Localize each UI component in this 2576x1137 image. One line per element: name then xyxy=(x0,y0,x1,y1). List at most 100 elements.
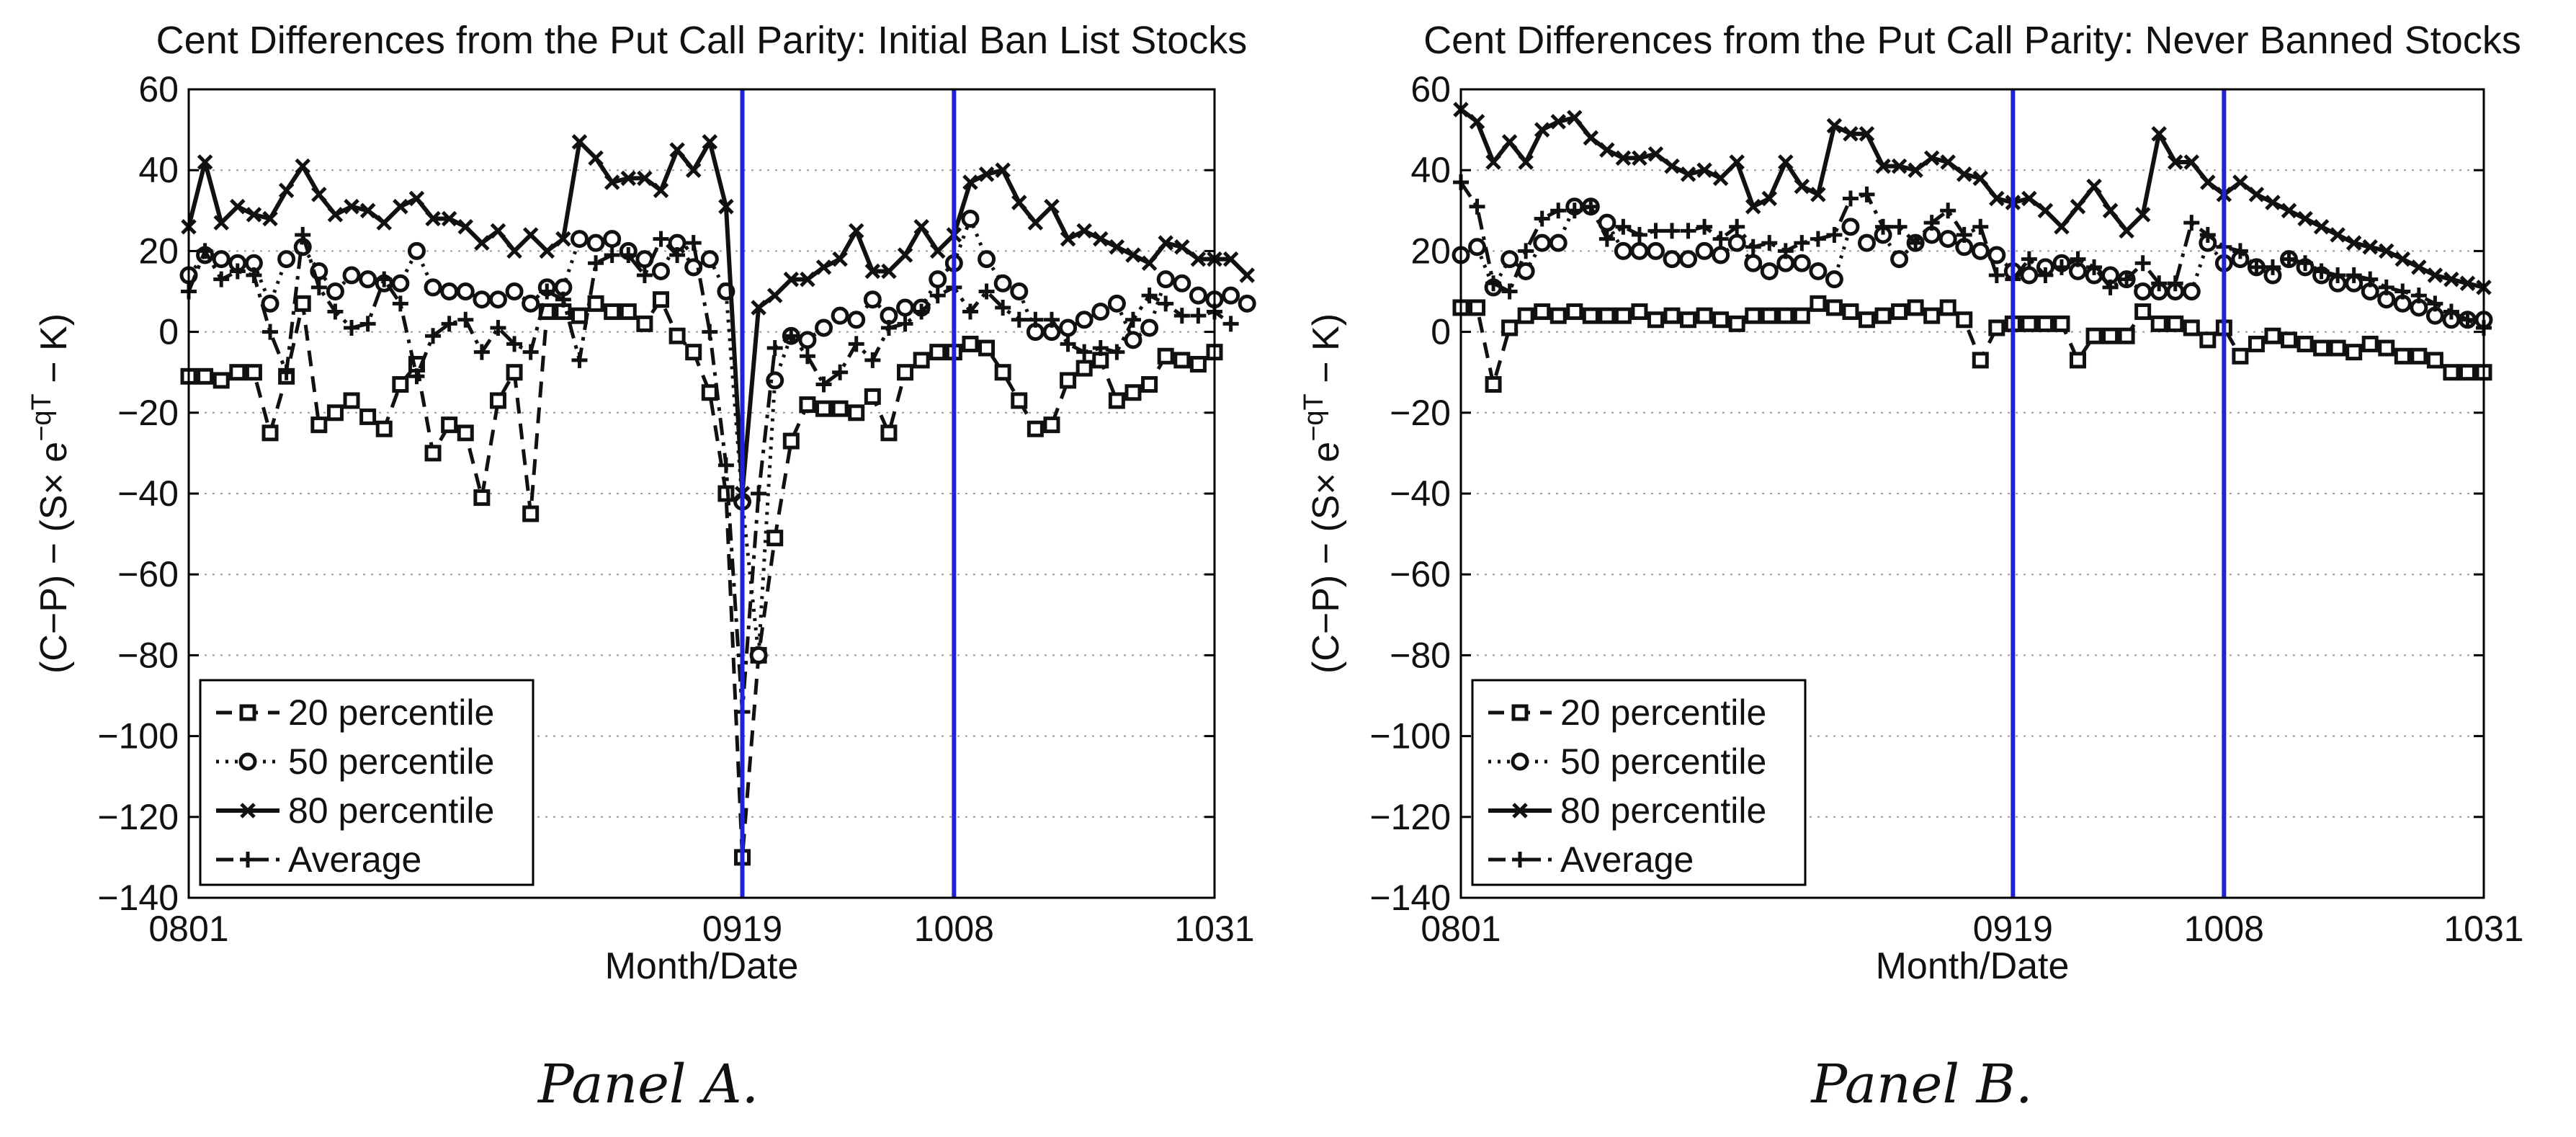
panel-b-average-point xyxy=(2297,255,2314,272)
panel-a-average-point xyxy=(653,231,669,247)
panel-b-20-percentile-point xyxy=(2167,315,2184,332)
panel-a-20-percentile-point xyxy=(994,364,1011,381)
panel-b-20-percentile-point xyxy=(1549,307,1567,324)
panel-a-50-percentile-point xyxy=(978,250,996,269)
panel-b-average-point xyxy=(1518,243,1534,259)
panel-b-20-percentile-point xyxy=(1485,376,1502,393)
panel-b-ylabel-part: − K) xyxy=(1305,313,1347,393)
panel-b-average-point xyxy=(2264,259,2281,275)
panel-a-80-percentile-point xyxy=(1076,223,1092,239)
panel-b-average-point xyxy=(2151,275,2168,292)
panel-b-80-percentile-point xyxy=(2330,227,2345,243)
panel-a-20-percentile-point xyxy=(766,530,784,547)
panel-a-20-percentile-point xyxy=(897,364,914,381)
panel-b-20-percentile-point xyxy=(1842,303,1859,321)
panel-b-80-percentile-point xyxy=(1664,158,1680,174)
panel-b-average-point xyxy=(2443,303,2459,320)
panel-a-average-point xyxy=(799,348,815,365)
panel-a-50-percentile-point xyxy=(1238,294,1256,313)
panel-b-average-point xyxy=(1988,267,2005,284)
panel-a-ytick-label: −120 xyxy=(97,797,179,837)
panel-b-80-percentile-point xyxy=(1632,150,1647,166)
panel-a-50-percentile-point xyxy=(359,270,377,289)
panel-b-50-percentile-point xyxy=(1971,241,1990,260)
panel-a-average-point xyxy=(1158,295,1174,312)
panel-a-80-percentile-point xyxy=(913,218,929,235)
panel-a-average-point xyxy=(278,364,295,380)
panel-a-20-percentile-point xyxy=(587,295,604,312)
panel-a-80-percentile-point xyxy=(555,231,571,247)
panel-a-average-point xyxy=(1190,308,1207,324)
panel-b-average-point xyxy=(1631,226,1647,243)
panel-b-20-percentile-point xyxy=(2199,331,2217,349)
panel-b-50-percentile-point xyxy=(1533,233,1552,252)
panel-a-80-percentile-point xyxy=(490,223,506,239)
panel-a-80-percentile-point xyxy=(425,210,441,227)
panel-a-average-point xyxy=(751,486,767,501)
panel-b-80-percentile-point xyxy=(1761,190,1778,207)
panel-b-legend-marker xyxy=(1512,852,1528,868)
panel-a-80-percentile-point xyxy=(344,198,359,215)
panel-a-50-percentile-point xyxy=(586,233,605,252)
panel-b-average-line xyxy=(1459,181,2485,330)
panel-b-80-percentile-point xyxy=(2265,195,2281,210)
panel-a-average-point xyxy=(262,324,279,340)
panel-b-average-point xyxy=(2037,267,2054,284)
panel-a-50-percentile-point xyxy=(1107,294,1126,313)
panel-a-ytick-label: −20 xyxy=(117,393,179,433)
panel-a-average-point xyxy=(246,267,262,284)
panel-b-caption: Panel B. xyxy=(1811,1053,2033,1115)
panel-b-20-percentile-point xyxy=(1712,311,1730,329)
panel-a-20-percentile-point xyxy=(424,445,442,462)
panel-b-80-percentile-point xyxy=(2102,202,2119,219)
panel-b-80-percentile-point xyxy=(2134,207,2151,223)
panel-b-average-point xyxy=(1485,275,1502,292)
panel-b-average-point xyxy=(1972,218,1989,235)
panel-b-average-point xyxy=(1550,202,1567,219)
panel-a-80-percentile-point xyxy=(751,300,766,316)
panel-b-20-percentile-point xyxy=(2297,335,2314,352)
panel-a-80-percentile-point xyxy=(311,187,327,202)
panel-b-average-point xyxy=(2053,259,2070,275)
panel-b-50-percentile-point xyxy=(1987,246,2006,264)
panel-a-20-percentile-point xyxy=(294,295,311,312)
panel-b-20-percentile-point xyxy=(1598,307,1616,324)
panel-a-20-percentile-point xyxy=(245,364,262,381)
panel-a-50-percentile-point xyxy=(424,278,442,297)
panel-a-average-point xyxy=(717,457,734,473)
panel-a-50-percentile-point xyxy=(1140,318,1159,337)
panel-b-80-percentile-point xyxy=(2297,210,2313,227)
panel-b-80-percentile-point xyxy=(1843,125,1859,142)
panel-b-50-percentile-point xyxy=(1760,262,1779,280)
panel-a-20-percentile-point xyxy=(457,424,474,442)
panel-a-20-percentile-point xyxy=(473,489,491,507)
panel-a-80-percentile-point xyxy=(1044,198,1060,215)
panel-a-20-percentile-point xyxy=(848,404,865,422)
panel-a-80-percentile-point xyxy=(848,223,864,239)
panel-a-average-point xyxy=(1124,311,1141,328)
panel-a-average-point xyxy=(620,247,637,264)
panel-a-average-point xyxy=(473,344,490,360)
panel-a-legend: 20 percentile 50 percentile 80 percentile A… xyxy=(199,679,535,886)
panel-a-20-percentile-point xyxy=(913,352,930,369)
panel-a-20-percentile-point xyxy=(815,400,833,417)
panel-b-20-percentile-point xyxy=(1777,307,1794,324)
panel-b-average-point xyxy=(2167,275,2183,292)
panel-b-average-point xyxy=(1647,223,1664,239)
panel-a-average-point xyxy=(1109,344,1125,360)
panel-a-average-point xyxy=(490,319,506,336)
panel-b-20-percentile-point xyxy=(2264,327,2281,344)
panel-a-caption: Panel A. xyxy=(537,1053,759,1115)
panel-b-legend-entry-80-percentile: 80 percentile xyxy=(1488,790,1766,831)
panel-a-legend-label: 80 percentile xyxy=(288,790,494,831)
panel-b-average-point xyxy=(2281,251,2297,267)
panel-a-50-percentile-point xyxy=(961,210,980,228)
panel-a-50-percentile-line xyxy=(187,217,1248,657)
panel-a-average-point xyxy=(1141,287,1158,304)
panel-a-average-point xyxy=(555,291,571,308)
panel-b-series-80-percentile xyxy=(1453,102,2492,295)
panel-a-20-percentile-point xyxy=(1157,347,1174,365)
panel-b-50-percentile-point xyxy=(1468,238,1487,257)
panel-b-50-percentile-point xyxy=(1825,270,1843,289)
